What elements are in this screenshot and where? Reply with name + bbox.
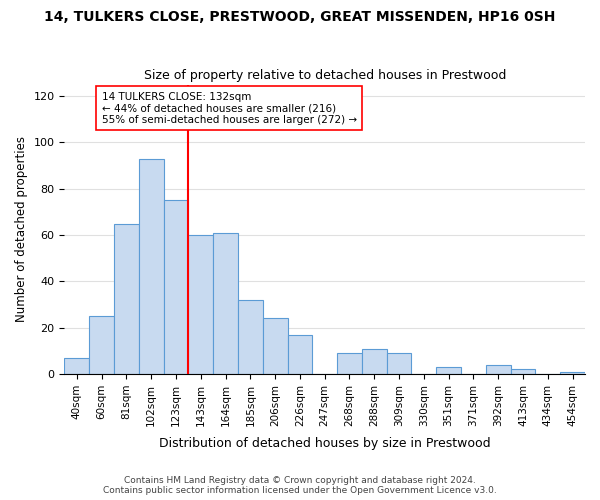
Bar [213, 233, 238, 374]
Bar [436, 367, 461, 374]
Text: Contains HM Land Registry data © Crown copyright and database right 2024.
Contai: Contains HM Land Registry data © Crown c… [103, 476, 497, 495]
Bar [164, 200, 188, 374]
Bar [560, 372, 585, 374]
Bar [386, 353, 412, 374]
Bar [287, 334, 313, 374]
Bar [486, 365, 511, 374]
Bar [263, 318, 287, 374]
Text: 14 TULKERS CLOSE: 132sqm
← 44% of detached houses are smaller (216)
55% of semi-: 14 TULKERS CLOSE: 132sqm ← 44% of detach… [101, 92, 357, 124]
Bar [238, 300, 263, 374]
X-axis label: Distribution of detached houses by size in Prestwood: Distribution of detached houses by size … [159, 437, 491, 450]
Bar [89, 316, 114, 374]
Y-axis label: Number of detached properties: Number of detached properties [15, 136, 28, 322]
Bar [114, 224, 139, 374]
Bar [337, 353, 362, 374]
Bar [139, 158, 164, 374]
Bar [188, 235, 213, 374]
Bar [511, 370, 535, 374]
Bar [64, 358, 89, 374]
Title: Size of property relative to detached houses in Prestwood: Size of property relative to detached ho… [143, 69, 506, 82]
Bar [362, 348, 386, 374]
Text: 14, TULKERS CLOSE, PRESTWOOD, GREAT MISSENDEN, HP16 0SH: 14, TULKERS CLOSE, PRESTWOOD, GREAT MISS… [44, 10, 556, 24]
